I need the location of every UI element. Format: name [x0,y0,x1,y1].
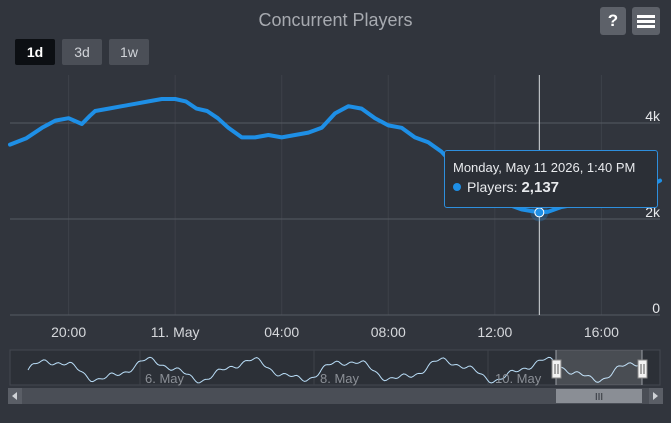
tooltip-series-label: Players: [467,179,518,195]
navigator-date-label: 6. May [145,371,185,386]
help-button[interactable]: ? [600,7,626,35]
y-tick-label: 4k [645,108,661,124]
navigator-date-label: 10. May [495,371,542,386]
navigator-date-label: 8. May [320,371,360,386]
x-tick-label: 16:00 [584,324,619,340]
navigator-selection[interactable] [556,350,642,385]
arrow-left-icon [12,392,17,400]
hamburger-menu-icon [637,15,655,28]
navigator-handle-left[interactable] [551,359,562,379]
scrollbar-thumb[interactable] [556,389,642,403]
x-tick-label: 04:00 [264,324,299,340]
scrollbar-grip-icon: III [595,392,603,403]
x-tick-label: 20:00 [51,324,86,340]
navigator-series-line [27,356,639,384]
range-button-3d[interactable]: 3d [62,39,102,65]
range-button-1d[interactable]: 1d [15,39,55,65]
x-tick-label: 12:00 [477,324,512,340]
series-marker-icon [453,183,461,191]
hover-point [534,207,545,218]
y-tick-label: 0 [652,300,660,316]
arrow-right-icon [653,392,658,400]
x-tick-label: 08:00 [371,324,406,340]
navigator-handle-right[interactable] [637,359,648,379]
scrollbar-track[interactable] [8,388,663,404]
help-icon: ? [607,11,619,30]
menu-button[interactable] [632,7,660,35]
range-button-1w[interactable]: 1w [109,39,149,65]
x-tick-label: 11. May [151,324,200,340]
tooltip-value: 2,137 [521,179,560,196]
series-line-players [8,97,662,215]
y-tick-label: 2k [645,204,661,220]
tooltip-series-row: Players: 2,137 [453,179,559,196]
hover-tooltip: Monday, May 11 2026, 1:40 PM Players: 2,… [444,150,658,208]
chart-title: Concurrent Players [258,10,413,30]
tooltip-date: Monday, May 11 2026, 1:40 PM [453,160,636,175]
